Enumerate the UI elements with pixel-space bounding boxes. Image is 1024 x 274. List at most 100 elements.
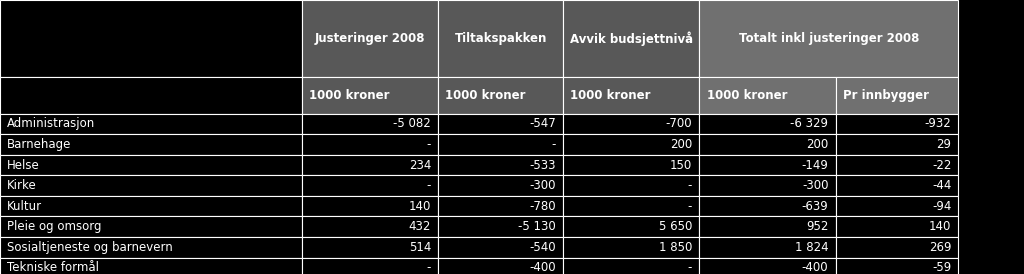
Bar [836, 114, 958, 134]
Bar [302, 175, 438, 196]
Bar [438, 134, 563, 155]
Text: 150: 150 [670, 159, 692, 172]
Text: 200: 200 [670, 138, 692, 151]
Bar [563, 155, 699, 175]
Text: 200: 200 [806, 138, 828, 151]
Bar [836, 134, 958, 155]
Bar [302, 0, 438, 77]
Text: Kultur: Kultur [7, 200, 42, 213]
Bar [302, 114, 438, 134]
Text: 514: 514 [409, 241, 431, 254]
Bar [438, 114, 563, 134]
Text: Avvik budsjettnivå: Avvik budsjettnivå [569, 31, 693, 46]
Text: Helse: Helse [7, 159, 40, 172]
Text: -400: -400 [802, 261, 828, 274]
Text: -149: -149 [802, 159, 828, 172]
Bar [0, 0, 302, 77]
Bar [699, 258, 836, 274]
Text: Totalt inkl justeringer 2008: Totalt inkl justeringer 2008 [738, 32, 920, 45]
Text: -: - [688, 200, 692, 213]
Bar [563, 258, 699, 274]
Bar [563, 196, 699, 216]
Text: 1000 kroner: 1000 kroner [570, 89, 651, 102]
Text: Pr innbygger: Pr innbygger [843, 89, 929, 102]
Bar [563, 175, 699, 196]
Text: -639: -639 [802, 200, 828, 213]
Bar [0, 155, 302, 175]
Bar [836, 196, 958, 216]
Text: -5 082: -5 082 [393, 118, 431, 130]
Text: -540: -540 [529, 241, 556, 254]
Text: -533: -533 [529, 159, 556, 172]
Bar [438, 216, 563, 237]
Text: Justeringer 2008: Justeringer 2008 [315, 32, 425, 45]
Bar [438, 77, 563, 114]
Bar [699, 0, 958, 77]
Bar [836, 77, 958, 114]
Bar [438, 155, 563, 175]
Text: -700: -700 [666, 118, 692, 130]
Bar [836, 258, 958, 274]
Bar [563, 237, 699, 258]
Text: Kirke: Kirke [7, 179, 37, 192]
Text: 269: 269 [929, 241, 951, 254]
Bar [699, 155, 836, 175]
Bar [0, 216, 302, 237]
Text: -: - [688, 179, 692, 192]
Text: Tekniske formål: Tekniske formål [7, 261, 99, 274]
Text: 234: 234 [409, 159, 431, 172]
Text: -932: -932 [925, 118, 951, 130]
Bar [836, 216, 958, 237]
Bar [0, 77, 302, 114]
Text: -: - [427, 138, 431, 151]
Text: 140: 140 [409, 200, 431, 213]
Bar [302, 155, 438, 175]
Text: 1000 kroner: 1000 kroner [707, 89, 787, 102]
Text: 5 650: 5 650 [658, 220, 692, 233]
Bar [836, 237, 958, 258]
Text: -: - [427, 179, 431, 192]
Text: 29: 29 [936, 138, 951, 151]
Bar [302, 237, 438, 258]
Text: -: - [688, 261, 692, 274]
Text: 432: 432 [409, 220, 431, 233]
Text: Administrasjon: Administrasjon [7, 118, 95, 130]
Text: -44: -44 [932, 179, 951, 192]
Bar [438, 237, 563, 258]
Text: -300: -300 [529, 179, 556, 192]
Bar [699, 134, 836, 155]
Text: -5 130: -5 130 [518, 220, 556, 233]
Bar [302, 258, 438, 274]
Bar [699, 196, 836, 216]
Bar [699, 175, 836, 196]
Text: 952: 952 [806, 220, 828, 233]
Text: Tiltakspakken: Tiltakspakken [455, 32, 547, 45]
Text: 1 824: 1 824 [795, 241, 828, 254]
Bar [438, 196, 563, 216]
Text: -: - [427, 261, 431, 274]
Text: 1 850: 1 850 [658, 241, 692, 254]
Bar [438, 0, 563, 77]
Bar [563, 114, 699, 134]
Text: -59: -59 [932, 261, 951, 274]
Text: -6 329: -6 329 [791, 118, 828, 130]
Bar [0, 237, 302, 258]
Text: Sosialtjeneste og barnevern: Sosialtjeneste og barnevern [7, 241, 173, 254]
Bar [438, 175, 563, 196]
Text: 1000 kroner: 1000 kroner [445, 89, 526, 102]
Bar [563, 0, 699, 77]
Bar [302, 216, 438, 237]
Bar [0, 258, 302, 274]
Text: -547: -547 [529, 118, 556, 130]
Text: Pleie og omsorg: Pleie og omsorg [7, 220, 101, 233]
Bar [302, 77, 438, 114]
Text: -: - [552, 138, 556, 151]
Bar [0, 134, 302, 155]
Text: -22: -22 [932, 159, 951, 172]
Bar [302, 134, 438, 155]
Bar [836, 155, 958, 175]
Text: 1000 kroner: 1000 kroner [309, 89, 390, 102]
Text: -300: -300 [802, 179, 828, 192]
Bar [0, 114, 302, 134]
Text: 140: 140 [929, 220, 951, 233]
